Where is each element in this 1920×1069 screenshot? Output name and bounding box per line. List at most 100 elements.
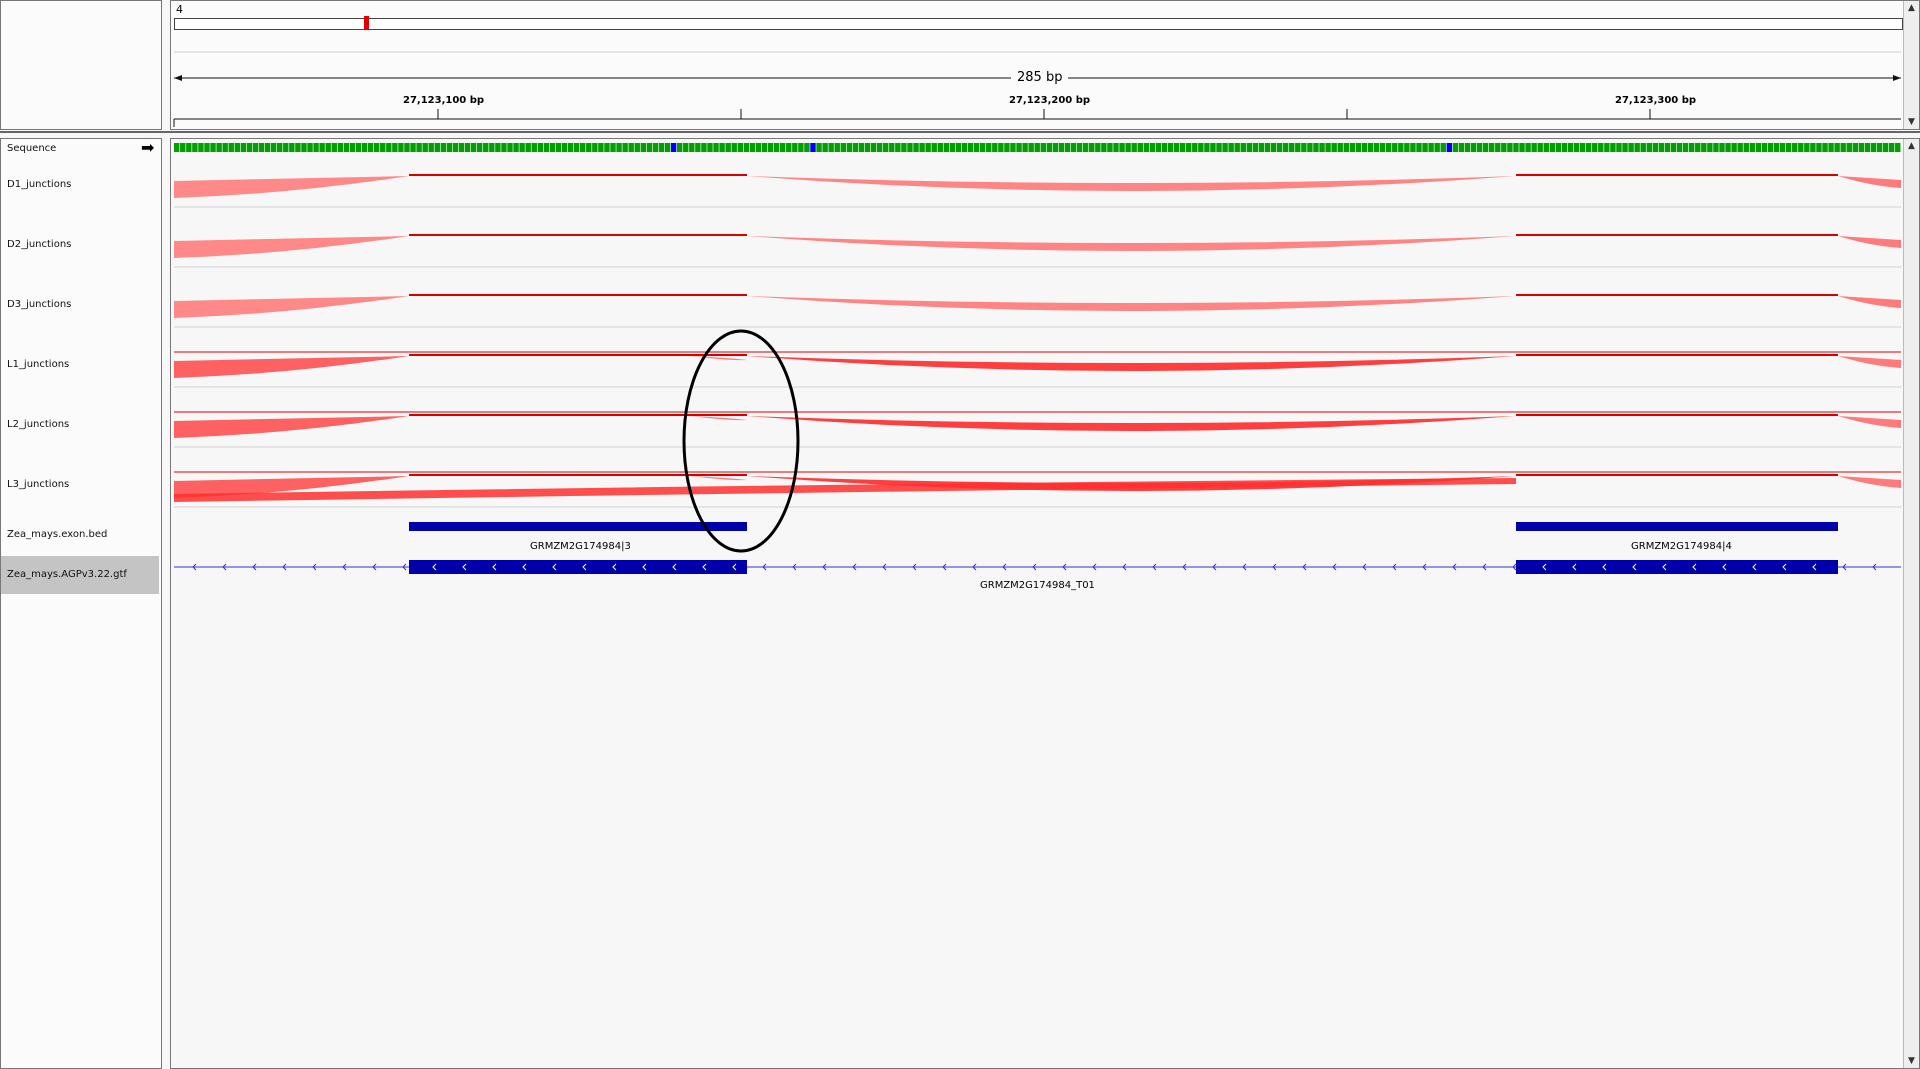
- strand-arrow-icon: [732, 563, 737, 571]
- sequence-base: [931, 143, 937, 152]
- panel-divider[interactable]: [0, 131, 1920, 133]
- scroll-up-icon[interactable]: ▲: [1908, 141, 1915, 151]
- sequence-base: [470, 143, 477, 152]
- sequence-base: [204, 143, 210, 152]
- sequence-base: [1083, 143, 1089, 152]
- sequence-base: [840, 143, 846, 152]
- sequence-base: [228, 143, 234, 152]
- strand-arrow-icon: [1242, 563, 1247, 571]
- track-name-sequence[interactable]: Sequence: [7, 143, 57, 154]
- junction-arc-main: [747, 296, 1516, 311]
- sequence-base: [1585, 143, 1592, 152]
- sequence-base: [1010, 143, 1016, 152]
- sequence-base: [277, 143, 283, 152]
- transcript-exon-right[interactable]: [1516, 560, 1838, 574]
- sequence-base: [307, 143, 313, 152]
- sequence-base: [1731, 143, 1737, 152]
- sequence-base: [658, 143, 665, 152]
- sequence-base: [392, 143, 398, 152]
- sequence-base: [828, 143, 834, 152]
- exon-feature-left[interactable]: [409, 522, 747, 531]
- track-name-d3[interactable]: D3_junctions: [7, 299, 72, 310]
- scroll-down-icon[interactable]: ▼: [1908, 117, 1915, 127]
- sequence-base: [1567, 143, 1574, 152]
- chromosome-ideogram[interactable]: [174, 18, 1903, 30]
- sequence-base: [1155, 143, 1162, 152]
- sequence-base: [1131, 143, 1137, 152]
- sequence-base: [1161, 143, 1168, 152]
- data-scrollbar[interactable]: ▲ ▼: [1903, 139, 1919, 1068]
- data-panel[interactable]: GRMZM2G174984|3 GRMZM2G174984|4 GRMZM2G1…: [170, 138, 1920, 1069]
- sequence-base: [1361, 143, 1368, 152]
- strand-arrow-icon: [252, 563, 257, 571]
- sequence-base: [604, 143, 610, 152]
- sequence-base: [1004, 143, 1010, 152]
- sequence-base: [537, 143, 543, 152]
- data-graphics: [174, 143, 1901, 574]
- sequence-base: [1149, 143, 1156, 152]
- sequence-base: [1137, 143, 1143, 152]
- sequence-base: [1167, 143, 1174, 152]
- sequence-base: [640, 143, 647, 152]
- strand-arrow-icon: [1572, 563, 1577, 571]
- track-name-gtf[interactable]: Zea_mays.AGPv3.22.gtf: [1, 556, 159, 594]
- sequence-base: [761, 143, 768, 152]
- sequence-base: [786, 143, 792, 152]
- strand-arrow-icon: [1302, 563, 1307, 571]
- sequence-base: [998, 143, 1004, 152]
- strand-arrow-icon: [282, 563, 287, 571]
- sequence-base: [1125, 143, 1131, 152]
- sequence-base: [580, 143, 586, 152]
- sequence-base: [1452, 143, 1459, 152]
- sequence-base: [1270, 143, 1277, 152]
- sequence-base: [1870, 143, 1877, 152]
- sequence-base: [1489, 143, 1495, 152]
- sequence-base: [1876, 143, 1883, 152]
- sequence-base: [186, 143, 192, 152]
- sequence-base: [531, 143, 537, 152]
- sequence-base: [567, 143, 574, 152]
- junction-track: [174, 234, 1901, 268]
- sequence-base: [652, 143, 659, 152]
- sequence-base: [1749, 143, 1755, 152]
- sequence-base: [1228, 143, 1234, 152]
- strand-arrow-icon: [342, 563, 347, 571]
- sequence-base: [913, 143, 919, 152]
- track-name-d1[interactable]: D1_junctions: [7, 179, 72, 190]
- sequence-base: [222, 143, 228, 152]
- sequence-base: [1767, 143, 1774, 152]
- scroll-down-icon[interactable]: ▼: [1908, 1056, 1915, 1066]
- sequence-base: [367, 143, 374, 152]
- track-name-l2[interactable]: L2_junctions: [7, 419, 70, 430]
- transcript-exon-left[interactable]: [409, 560, 747, 574]
- track-name-l3[interactable]: L3_junctions: [7, 479, 70, 490]
- sequence-base: [1616, 143, 1622, 152]
- sequence-base: [398, 143, 404, 152]
- sequence-base: [1646, 143, 1652, 152]
- sequence-base: [428, 143, 434, 152]
- sequence-base: [695, 143, 701, 152]
- sequence-base: [349, 143, 356, 152]
- junction-track: [174, 294, 1901, 328]
- exon-feature-right[interactable]: [1516, 522, 1838, 531]
- sequence-base: [646, 143, 653, 152]
- junction-arc-right: [1838, 296, 1901, 308]
- sequence-base: [1816, 143, 1822, 152]
- scroll-up-icon[interactable]: ▲: [1908, 3, 1915, 13]
- ruler-scrollbar[interactable]: ▲ ▼: [1903, 1, 1919, 129]
- track-name-l1[interactable]: L1_junctions: [7, 359, 70, 370]
- ruler-panel[interactable]: 4 285 bp 27,123,100 bp 27,123,200 bp 27,…: [170, 0, 1920, 130]
- sequence-base: [246, 143, 253, 152]
- current-region-marker[interactable]: [364, 16, 369, 30]
- sequence-base: [1725, 143, 1731, 152]
- track-name-d2[interactable]: D2_junctions: [7, 239, 72, 250]
- sequence-base: [355, 143, 362, 152]
- right-arrow-icon[interactable]: ➡: [141, 138, 155, 157]
- junction-arc-main: [747, 356, 1516, 371]
- sequence-base: [992, 143, 998, 152]
- sequence-base: [1179, 143, 1186, 152]
- sequence-base: [1882, 143, 1889, 152]
- sequence-base: [1846, 143, 1852, 152]
- track-name-exon-bed[interactable]: Zea_mays.exon.bed: [7, 529, 108, 540]
- junction-arc-right: [1838, 176, 1901, 188]
